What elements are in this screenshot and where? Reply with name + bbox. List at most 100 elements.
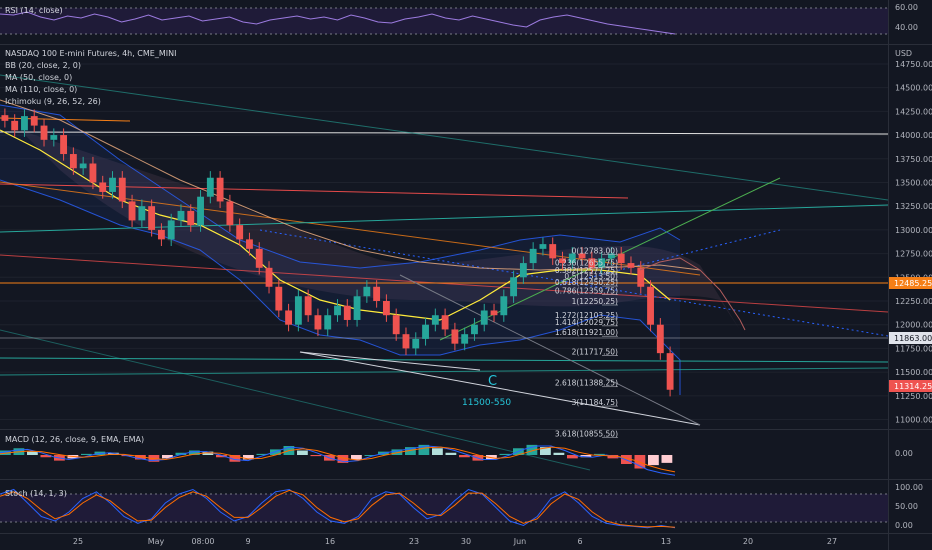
candle-body [30, 116, 38, 126]
macd-hist-bar [40, 455, 52, 458]
candle-body [167, 220, 175, 240]
candle-body [99, 182, 107, 192]
legend-ma50: MA (50, close, 0) [5, 73, 72, 82]
price-tick-label: 13750.00 [895, 155, 932, 164]
legend-bb: BB (20, close, 2, 0) [5, 61, 81, 70]
rsi-line [0, 11, 676, 35]
fib-level-label: 1.272(12103.25) [555, 311, 618, 320]
price-tick-label: 14000.00 [895, 131, 932, 140]
candle-body [656, 324, 664, 354]
candle-body [246, 239, 253, 249]
candle-body [568, 253, 576, 264]
trendlines [0, 74, 889, 471]
macd-hist-bar [432, 448, 443, 455]
candle-body [197, 196, 204, 226]
macd-hist-bar [135, 455, 146, 460]
svg-text:11863.00: 11863.00 [894, 334, 932, 343]
stoch-k-line [0, 488, 676, 529]
rsi-title: RSI (14, close) [5, 6, 63, 15]
price-badge-3: 11314.25 [889, 380, 932, 392]
macd-signal-line [0, 446, 676, 473]
price-tick-label: 11750.00 [895, 344, 932, 353]
macd-hist-bar [526, 444, 538, 455]
candle-body [471, 324, 478, 335]
candle-body [461, 334, 469, 344]
candle-body [206, 177, 214, 197]
macd-hist-bar [499, 453, 511, 455]
candle-body [402, 334, 410, 349]
price-tick-label: 13500.00 [895, 178, 932, 187]
price-axis-unit: USD [895, 49, 912, 58]
candle-body [21, 116, 28, 131]
candle-body [500, 296, 508, 316]
ichimoku-cloud [20, 130, 740, 330]
candle-body [314, 315, 322, 330]
candle-body [69, 154, 77, 169]
time-tick-label: 23 [409, 537, 419, 546]
price-tick-label: 11000.00 [895, 416, 932, 425]
candle-body [334, 305, 341, 316]
candle-body [529, 248, 537, 264]
svg-text:12485.25: 12485.25 [894, 279, 932, 288]
candle-body [666, 353, 674, 390]
candle-body [441, 315, 449, 330]
candle-body [353, 296, 361, 320]
price-badge-1: 12485.25 [889, 277, 932, 289]
candle-body [549, 244, 557, 259]
candle-body [157, 229, 165, 240]
candle-body [216, 177, 224, 202]
macd-hist-bar [418, 444, 430, 455]
ma-110-line [0, 99, 701, 271]
macd-hist-bar [634, 455, 646, 469]
fib-level-label: 1.618(11921.00) [555, 328, 618, 337]
time-tick-label: Jun [513, 537, 527, 546]
legend-ma110: MA (110, close, 0) [5, 85, 77, 94]
macd-hist-bar [648, 455, 659, 466]
fib-level-label: 1.414(12029.75) [555, 318, 618, 327]
rsi-tick-40: 40.00 [895, 23, 918, 32]
candle-body [519, 263, 527, 278]
candle-body [363, 286, 371, 297]
bb-lower [0, 179, 681, 395]
price-tick-label: 13000.00 [895, 226, 932, 235]
stoch-tick-100: 100.00 [895, 483, 923, 492]
candle-body [598, 258, 606, 268]
candle-body [451, 329, 459, 344]
fib-level-label: 0.618(12450.25) [555, 278, 618, 287]
macd-line [0, 445, 676, 476]
macd-hist-bar [175, 452, 187, 455]
candle-body [578, 253, 586, 259]
candle-body [343, 305, 351, 320]
candle-body [431, 315, 439, 325]
rsi-tick-60: 60.00 [895, 3, 918, 12]
macd-title: MACD (12, 26, close, 9, EMA, EMA) [5, 435, 144, 444]
stoch-d-line [0, 489, 676, 528]
candle-body [382, 301, 390, 316]
stoch-title: Stoch (14, 1, 3) [5, 489, 67, 498]
candle-body [60, 135, 68, 155]
price-candles [1, 108, 674, 397]
macd-hist-bar [297, 450, 308, 455]
ichimoku-lagging [639, 257, 746, 331]
time-tick-label: 16 [325, 537, 335, 546]
fib-level-label: 0.5(12513.50) [564, 272, 618, 281]
fib-level-label: 3.618(10855.50) [555, 429, 618, 438]
price-tick-label: 13250.00 [895, 202, 932, 211]
macd-tick-0: 0.00 [895, 449, 913, 458]
candle-body [1, 115, 9, 121]
candle-body [294, 296, 302, 325]
macd-hist-bar [189, 450, 200, 455]
candle-body [617, 253, 625, 264]
candle-body [480, 310, 488, 325]
macd-hist-bar [553, 452, 565, 455]
rsi-pane: RSI (14, close) 60.00 40.00 [0, 0, 918, 44]
price-tick-label: 14500.00 [895, 84, 932, 93]
macd-hist-bar [270, 449, 281, 455]
candle-body [588, 258, 596, 268]
candle-body [539, 244, 547, 249]
macd-hist-bar [567, 455, 578, 459]
candle-body [138, 206, 146, 221]
macd-hist-bar [391, 449, 403, 455]
